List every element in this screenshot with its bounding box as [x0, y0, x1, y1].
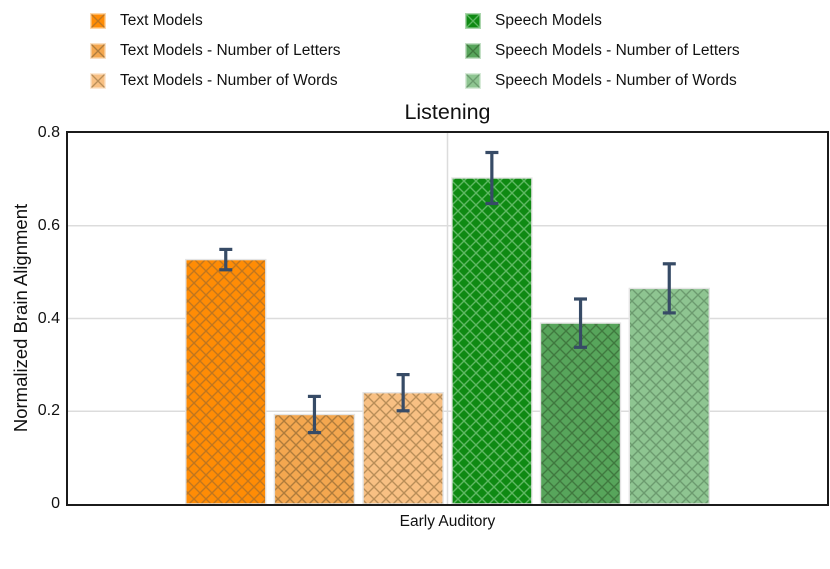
x-tick-label: Early Auditory	[399, 513, 496, 530]
error-bar	[219, 247, 233, 272]
legend-item-speech-models: Speech Models	[465, 13, 602, 29]
bar	[185, 258, 267, 504]
error-bar	[574, 297, 587, 349]
error-bar	[307, 394, 321, 435]
legend-item-text-models-words: Text Models - Number of Words	[90, 73, 338, 89]
y-tick-label: 0.6	[37, 216, 60, 234]
legend-label: Text Models - Number of Letters	[120, 42, 341, 59]
legend-swatch	[90, 13, 106, 29]
bar	[451, 177, 533, 504]
legend-item-text-models-letters: Text Models - Number of Letters	[90, 43, 341, 59]
bar	[539, 322, 622, 504]
error-bar	[485, 150, 499, 206]
legend-label: Text Models - Number of Words	[120, 72, 338, 89]
plot-area	[68, 133, 827, 504]
legend-swatch	[465, 43, 481, 59]
legend-item-speech-models-words: Speech Models - Number of Words	[465, 73, 737, 89]
error-bar	[662, 262, 676, 315]
bar	[628, 287, 710, 504]
legend-label: Speech Models	[495, 12, 602, 29]
legend-label: Text Models	[120, 12, 203, 29]
legend-swatch	[90, 43, 106, 59]
legend-label: Speech Models - Number of Words	[495, 72, 737, 89]
y-tick-label: 0.8	[37, 124, 60, 141]
legend-swatch	[465, 13, 481, 29]
y-tick-label: 0.2	[37, 402, 60, 420]
chart-title: Listening	[404, 100, 491, 124]
y-tick-label: 0	[51, 495, 60, 512]
legend-swatch	[465, 73, 481, 89]
legend-swatch	[90, 73, 106, 89]
y-tick-label: 0.4	[37, 309, 60, 327]
legend-item-speech-models-letters: Speech Models - Number of Letters	[465, 43, 740, 59]
legend-label: Speech Models - Number of Letters	[495, 42, 740, 59]
error-bar	[396, 373, 410, 413]
legend-item-text-models: Text Models	[90, 13, 203, 29]
